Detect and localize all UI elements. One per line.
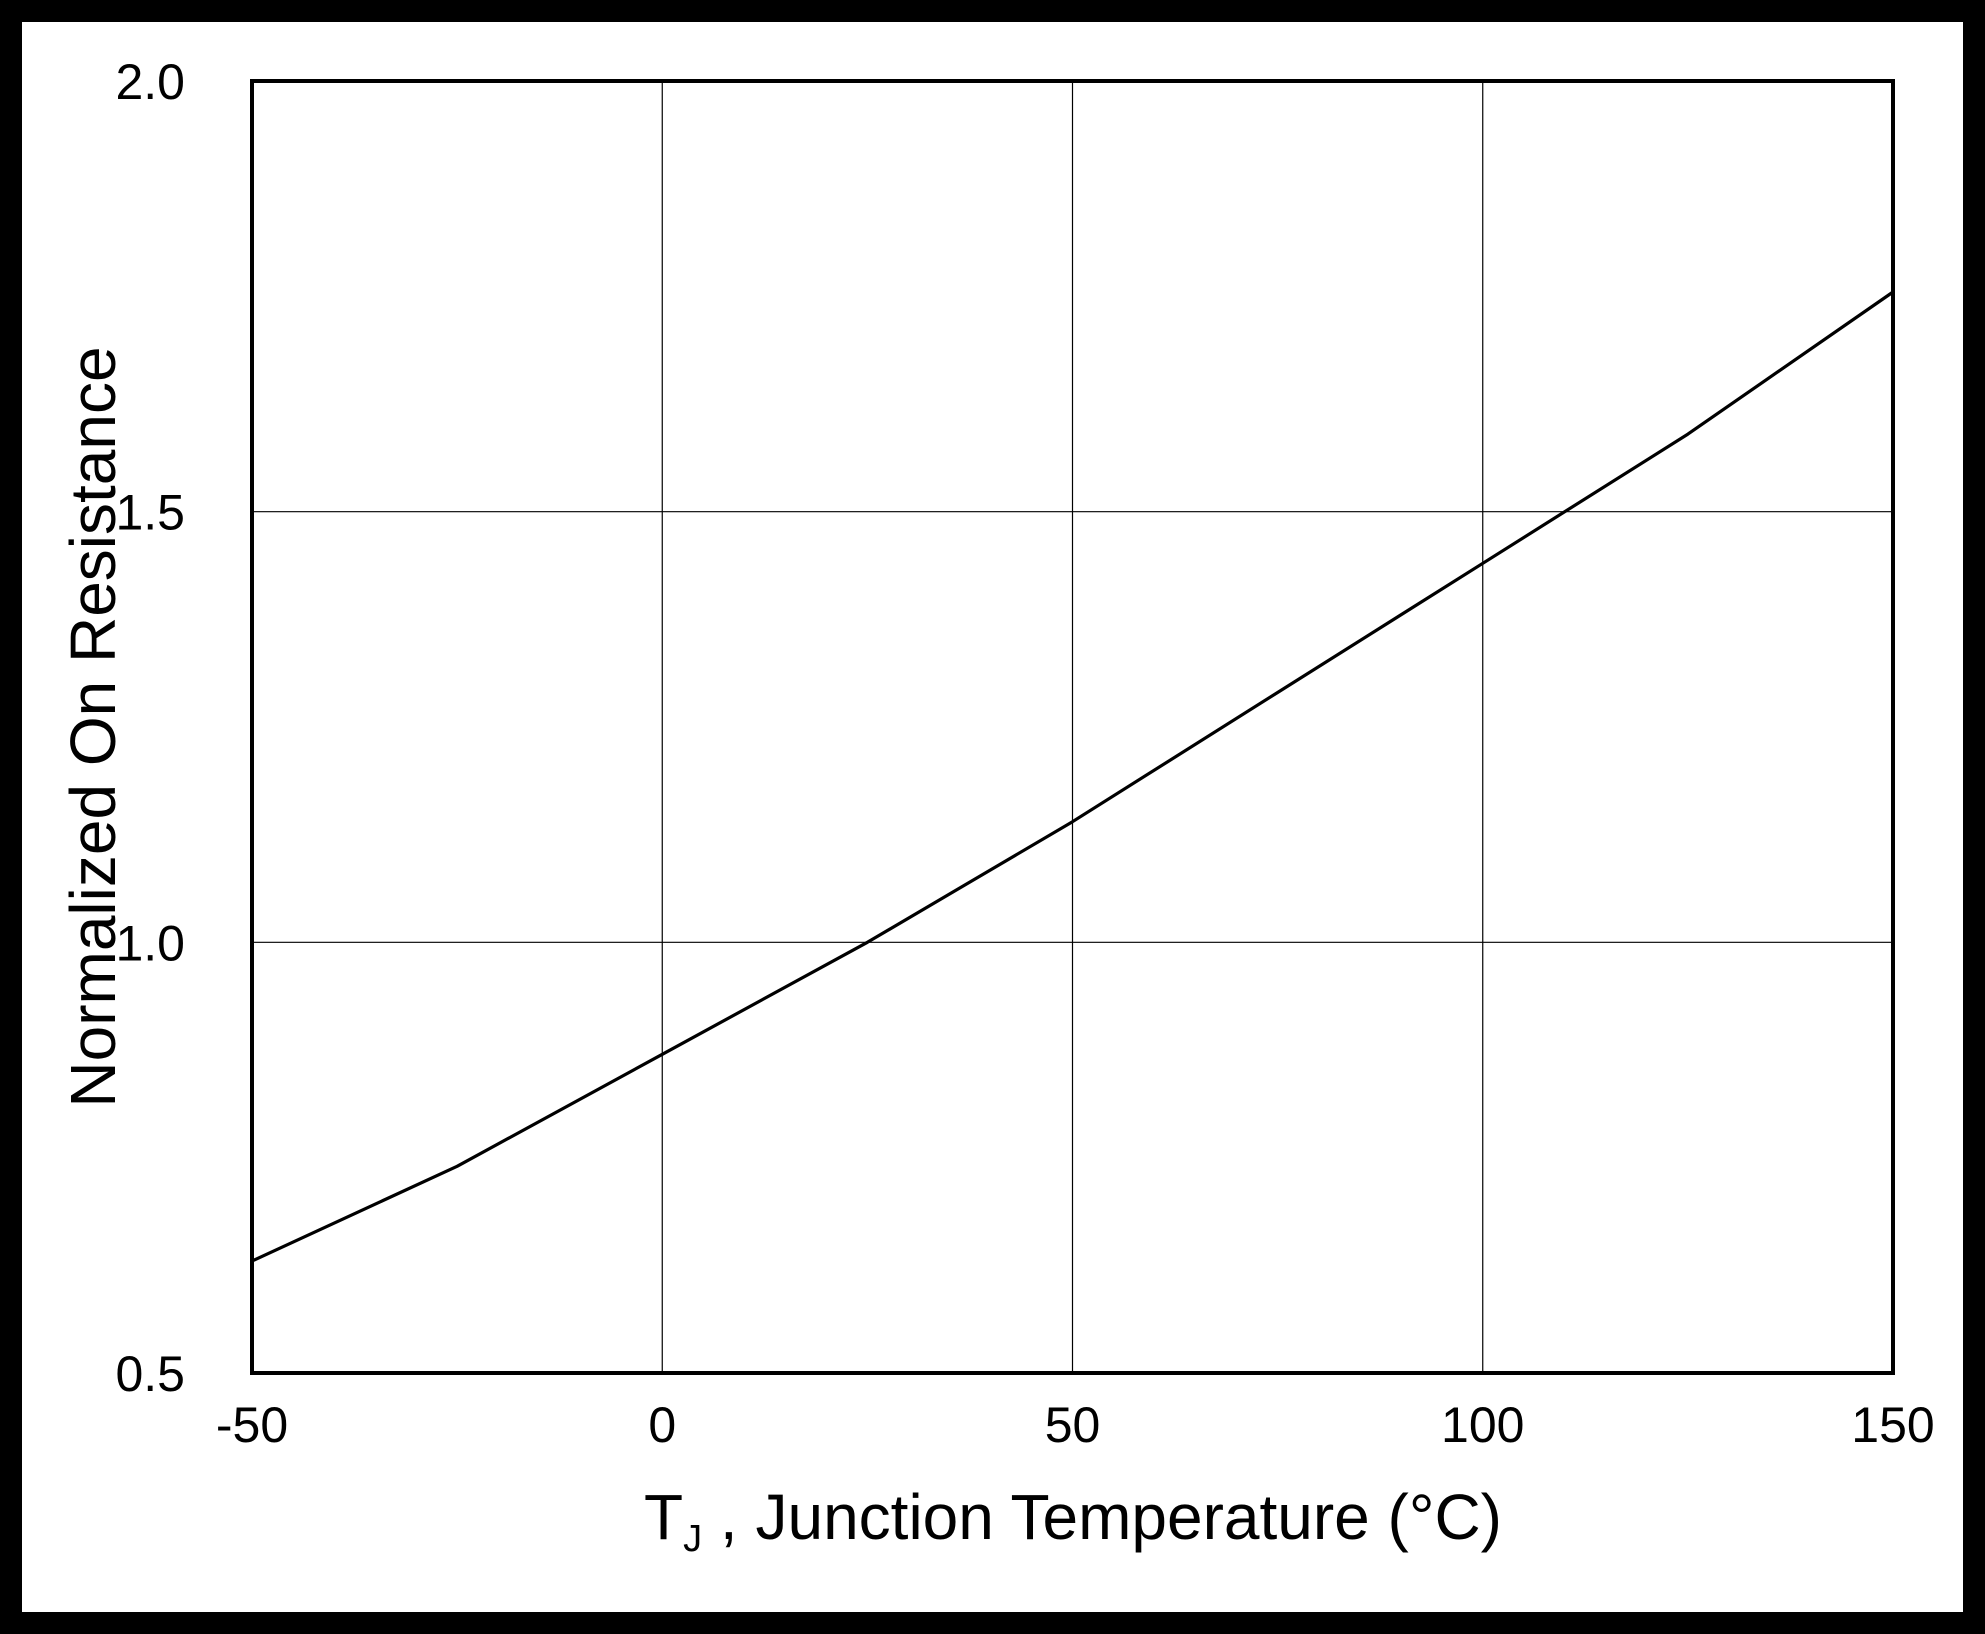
x-axis-title-text: , Junction Temperature (°C) bbox=[702, 1481, 1502, 1553]
y-tick-label: 0.5 bbox=[115, 1346, 185, 1402]
y-tick-label: 1.0 bbox=[115, 915, 185, 971]
chart-svg: 0.5 1.0 1.5 2.0 -50 0 50 100 150 Normalized On … bbox=[57, 54, 1935, 1560]
y-axis-title: Normalized On Resistance bbox=[57, 346, 129, 1107]
x-tick-label: 0 bbox=[648, 1397, 676, 1453]
y-tick-label: 2.0 bbox=[115, 54, 185, 110]
y-tick-labels: 0.5 1.0 1.5 2.0 bbox=[115, 54, 185, 1402]
series-line bbox=[251, 290, 1894, 1263]
x-tick-labels: -50 0 50 100 150 bbox=[216, 1397, 1935, 1453]
x-axis-title-subscript: J bbox=[683, 1518, 702, 1560]
chart-figure: 0.5 1.0 1.5 2.0 -50 0 50 100 150 Normalized On … bbox=[22, 22, 1963, 1612]
x-tick-label: -50 bbox=[216, 1397, 288, 1453]
x-tick-label: 150 bbox=[1851, 1397, 1934, 1453]
y-tick-label: 1.5 bbox=[115, 485, 185, 541]
x-tick-label: 50 bbox=[1045, 1397, 1101, 1453]
x-axis-title: TJ , Junction Temperature (°C) bbox=[644, 1481, 1502, 1560]
grid-lines bbox=[252, 81, 1893, 1373]
x-tick-label: 100 bbox=[1441, 1397, 1524, 1453]
x-axis-title-symbol: T bbox=[644, 1481, 683, 1553]
plot-frame bbox=[250, 79, 1895, 1375]
series-layer bbox=[251, 290, 1894, 1263]
